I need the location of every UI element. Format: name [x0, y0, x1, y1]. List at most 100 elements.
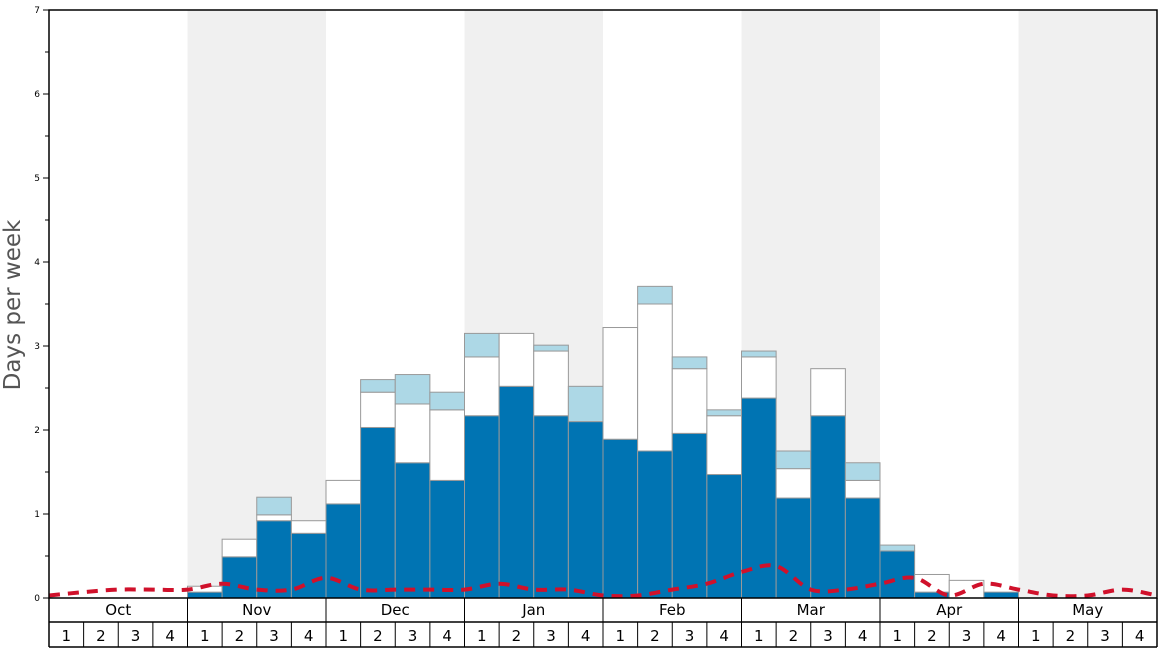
month-label-feb: Feb [659, 601, 686, 619]
bar-bottom-10 [360, 426, 396, 599]
week-label: 3 [685, 627, 695, 645]
month-label-mar: Mar [797, 601, 826, 619]
month-label-dec: Dec [381, 601, 410, 619]
week-label: 4 [858, 627, 868, 645]
bar-middle-11 [394, 403, 431, 464]
bar-bottom-18 [637, 450, 673, 599]
week-label: 3 [823, 627, 833, 645]
bar-bottom-5 [187, 591, 223, 599]
week-label: 3 [131, 627, 141, 645]
bar-middle-12 [429, 409, 465, 481]
bar-bottom-20 [706, 474, 742, 599]
y-tick-label: 3 [34, 342, 40, 352]
month-label-oct: Oct [105, 601, 131, 619]
bar-middle-18 [637, 303, 673, 452]
bar-bottom-17 [602, 438, 639, 599]
bar-top-11 [394, 374, 431, 405]
week-label: 3 [269, 627, 279, 645]
week-label: 4 [442, 627, 452, 645]
x-axis: Oct Nov Dec Jan Feb Mar Apr May 1 2 3 4 1 2 3 4 1 2 3 4 1 2 3 4… [48, 9, 1158, 648]
week-label: 4 [165, 627, 175, 645]
month-label-nov: Nov [242, 601, 271, 619]
bar-middle-23 [810, 368, 846, 417]
bar-top-18 [637, 285, 673, 305]
bar-middle-14 [498, 332, 535, 387]
bar-middle-22 [775, 468, 812, 499]
week-label: 2 [927, 627, 937, 645]
bar-bottom-15 [533, 415, 569, 599]
bar-bottom-6 [221, 556, 258, 599]
bar-middle-19 [671, 368, 708, 434]
week-label: 3 [546, 627, 556, 645]
bar-top-13 [464, 332, 500, 358]
y-tick-label: 1 [34, 510, 40, 520]
bar-middle-21 [741, 356, 777, 399]
bar-middle-15 [533, 350, 569, 417]
month-band-may [1018, 10, 1157, 598]
bar-top-15 [533, 344, 569, 352]
bars [187, 285, 1019, 599]
month-label-jan: Jan [521, 601, 545, 619]
bar-middle-6 [221, 538, 258, 558]
y-tick-label: 4 [34, 258, 40, 268]
y-tick-label: 0 [34, 594, 40, 604]
bar-bottom-19 [671, 432, 708, 599]
bar-bottom-23 [810, 415, 846, 599]
bar-top-10 [360, 379, 396, 393]
bar-top-7 [256, 496, 292, 516]
week-label: 4 [1135, 627, 1145, 645]
y-axis: 0 1 2 3 4 5 6 7 [34, 6, 49, 604]
bar-middle-26 [914, 573, 950, 593]
week-label: 2 [96, 627, 106, 645]
bar-middle-13 [464, 356, 500, 417]
bar-bottom-11 [394, 462, 431, 599]
week-label: 2 [235, 627, 245, 645]
week-label: 1 [477, 627, 487, 645]
y-tick-label: 7 [34, 6, 40, 16]
month-bands [187, 10, 1157, 598]
week-label: 2 [650, 627, 660, 645]
bar-middle-10 [360, 391, 396, 428]
bar-bottom-16 [567, 421, 604, 599]
week-label: 1 [200, 627, 210, 645]
bar-top-22 [775, 450, 812, 470]
bar-top-25 [879, 544, 916, 552]
y-tick-label: 5 [34, 174, 40, 184]
week-label: 1 [616, 627, 626, 645]
bar-bottom-21 [741, 397, 777, 599]
bar-middle-17 [602, 327, 639, 440]
week-label: 2 [789, 627, 799, 645]
y-tick-label: 6 [34, 90, 40, 100]
week-label: 1 [893, 627, 903, 645]
week-label: 4 [304, 627, 314, 645]
bar-middle-24 [844, 479, 881, 499]
week-label: 1 [62, 627, 72, 645]
week-label: 4 [996, 627, 1006, 645]
bar-top-19 [671, 356, 708, 370]
month-label-may: May [1072, 601, 1103, 619]
bar-bottom-9 [325, 503, 362, 599]
bar-bottom-22 [775, 497, 812, 599]
bar-middle-7 [256, 514, 292, 522]
week-label: 4 [719, 627, 729, 645]
bar-middle-9 [325, 479, 362, 505]
week-label: 3 [1100, 627, 1110, 645]
week-label: 1 [339, 627, 349, 645]
week-label: 4 [581, 627, 591, 645]
y-tick-label: 2 [34, 426, 40, 436]
bar-bottom-28 [983, 591, 1019, 599]
bar-middle-20 [706, 415, 742, 476]
bar-top-20 [706, 409, 742, 417]
week-label: 1 [1031, 627, 1041, 645]
bar-bottom-25 [879, 550, 916, 599]
week-label: 3 [962, 627, 972, 645]
bar-top-21 [741, 350, 777, 358]
bar-bottom-14 [498, 385, 535, 599]
week-label: 2 [512, 627, 522, 645]
y-axis-label: Days per week [0, 219, 26, 390]
bar-top-12 [429, 391, 465, 411]
bar-bottom-12 [429, 479, 465, 599]
week-label: 1 [754, 627, 764, 645]
week-label: 2 [1066, 627, 1076, 645]
